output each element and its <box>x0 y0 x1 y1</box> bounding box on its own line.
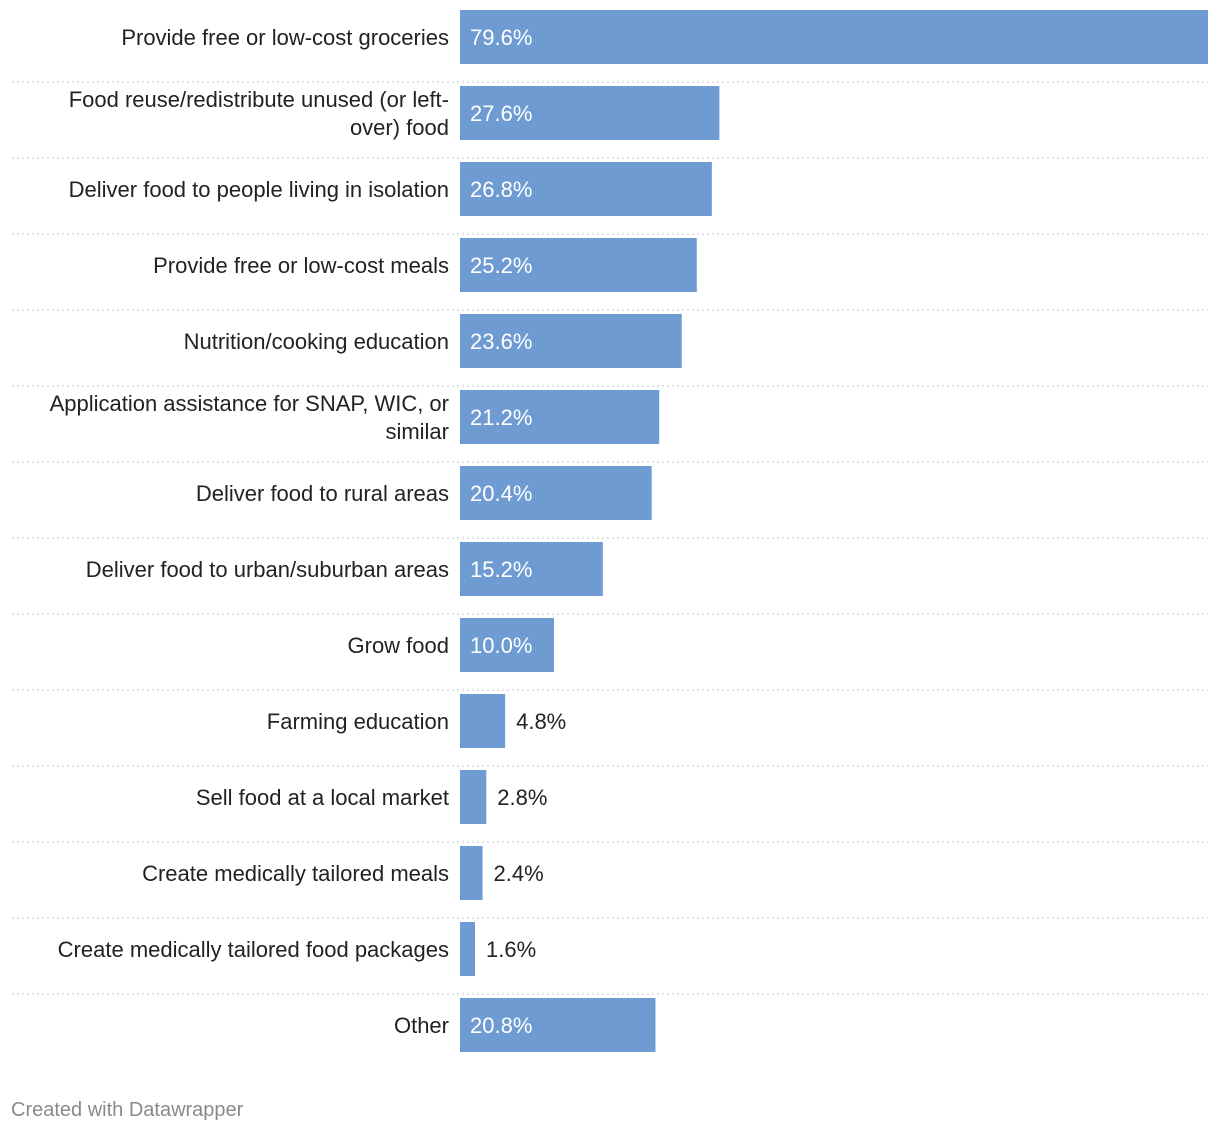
value-label-6: 21.2% <box>470 405 532 430</box>
value-label-12: 2.4% <box>494 861 544 886</box>
category-label-12: Create medically tailored meals <box>142 861 449 886</box>
value-label-7: 20.4% <box>470 481 532 506</box>
value-label-5: 23.6% <box>470 329 532 354</box>
category-label-14: Other <box>394 1013 449 1038</box>
value-label-1: 79.6% <box>470 25 532 50</box>
bar-3 <box>460 162 712 216</box>
bar-10 <box>460 694 506 748</box>
category-label-2: Food reuse/redistribute unused (or left-… <box>69 87 449 140</box>
value-label-10: 4.8% <box>516 709 566 734</box>
bar-11 <box>460 770 487 824</box>
category-label-1: Provide free or low-cost groceries <box>121 25 449 50</box>
category-label-8: Deliver food to urban/suburban areas <box>86 557 449 582</box>
bar-1 <box>460 10 1208 64</box>
category-label-7: Deliver food to rural areas <box>196 481 449 506</box>
category-label-13: Create medically tailored food packages <box>58 937 449 962</box>
bar-12 <box>460 846 483 900</box>
value-label-8: 15.2% <box>470 557 532 582</box>
bar-8 <box>460 542 603 596</box>
category-label-9: Grow food <box>348 633 450 658</box>
bar-5 <box>460 314 682 368</box>
value-label-11: 2.8% <box>497 785 547 810</box>
category-label-11: Sell food at a local market <box>196 785 449 810</box>
category-label-6: Application assistance for SNAP, WIC, or… <box>50 391 449 444</box>
value-label-4: 25.2% <box>470 253 532 278</box>
category-label-5: Nutrition/cooking education <box>184 329 449 354</box>
bar-6 <box>460 390 660 444</box>
datawrapper-credit: Created with Datawrapper <box>11 1099 244 1121</box>
bar-2 <box>460 86 720 140</box>
category-label-10: Farming education <box>267 709 449 734</box>
value-label-13: 1.6% <box>486 937 536 962</box>
bar-7 <box>460 466 652 520</box>
value-label-9: 10.0% <box>470 633 532 658</box>
value-label-14: 20.8% <box>470 1013 532 1038</box>
value-label-3: 26.8% <box>470 177 532 202</box>
category-label-4: Provide free or low-cost meals <box>153 253 449 278</box>
bar-13 <box>460 922 476 976</box>
value-label-2: 27.6% <box>470 101 532 126</box>
category-label-3: Deliver food to people living in isolati… <box>69 177 449 202</box>
bar-9 <box>460 618 554 672</box>
bar-4 <box>460 238 697 292</box>
bar-14 <box>460 998 656 1052</box>
